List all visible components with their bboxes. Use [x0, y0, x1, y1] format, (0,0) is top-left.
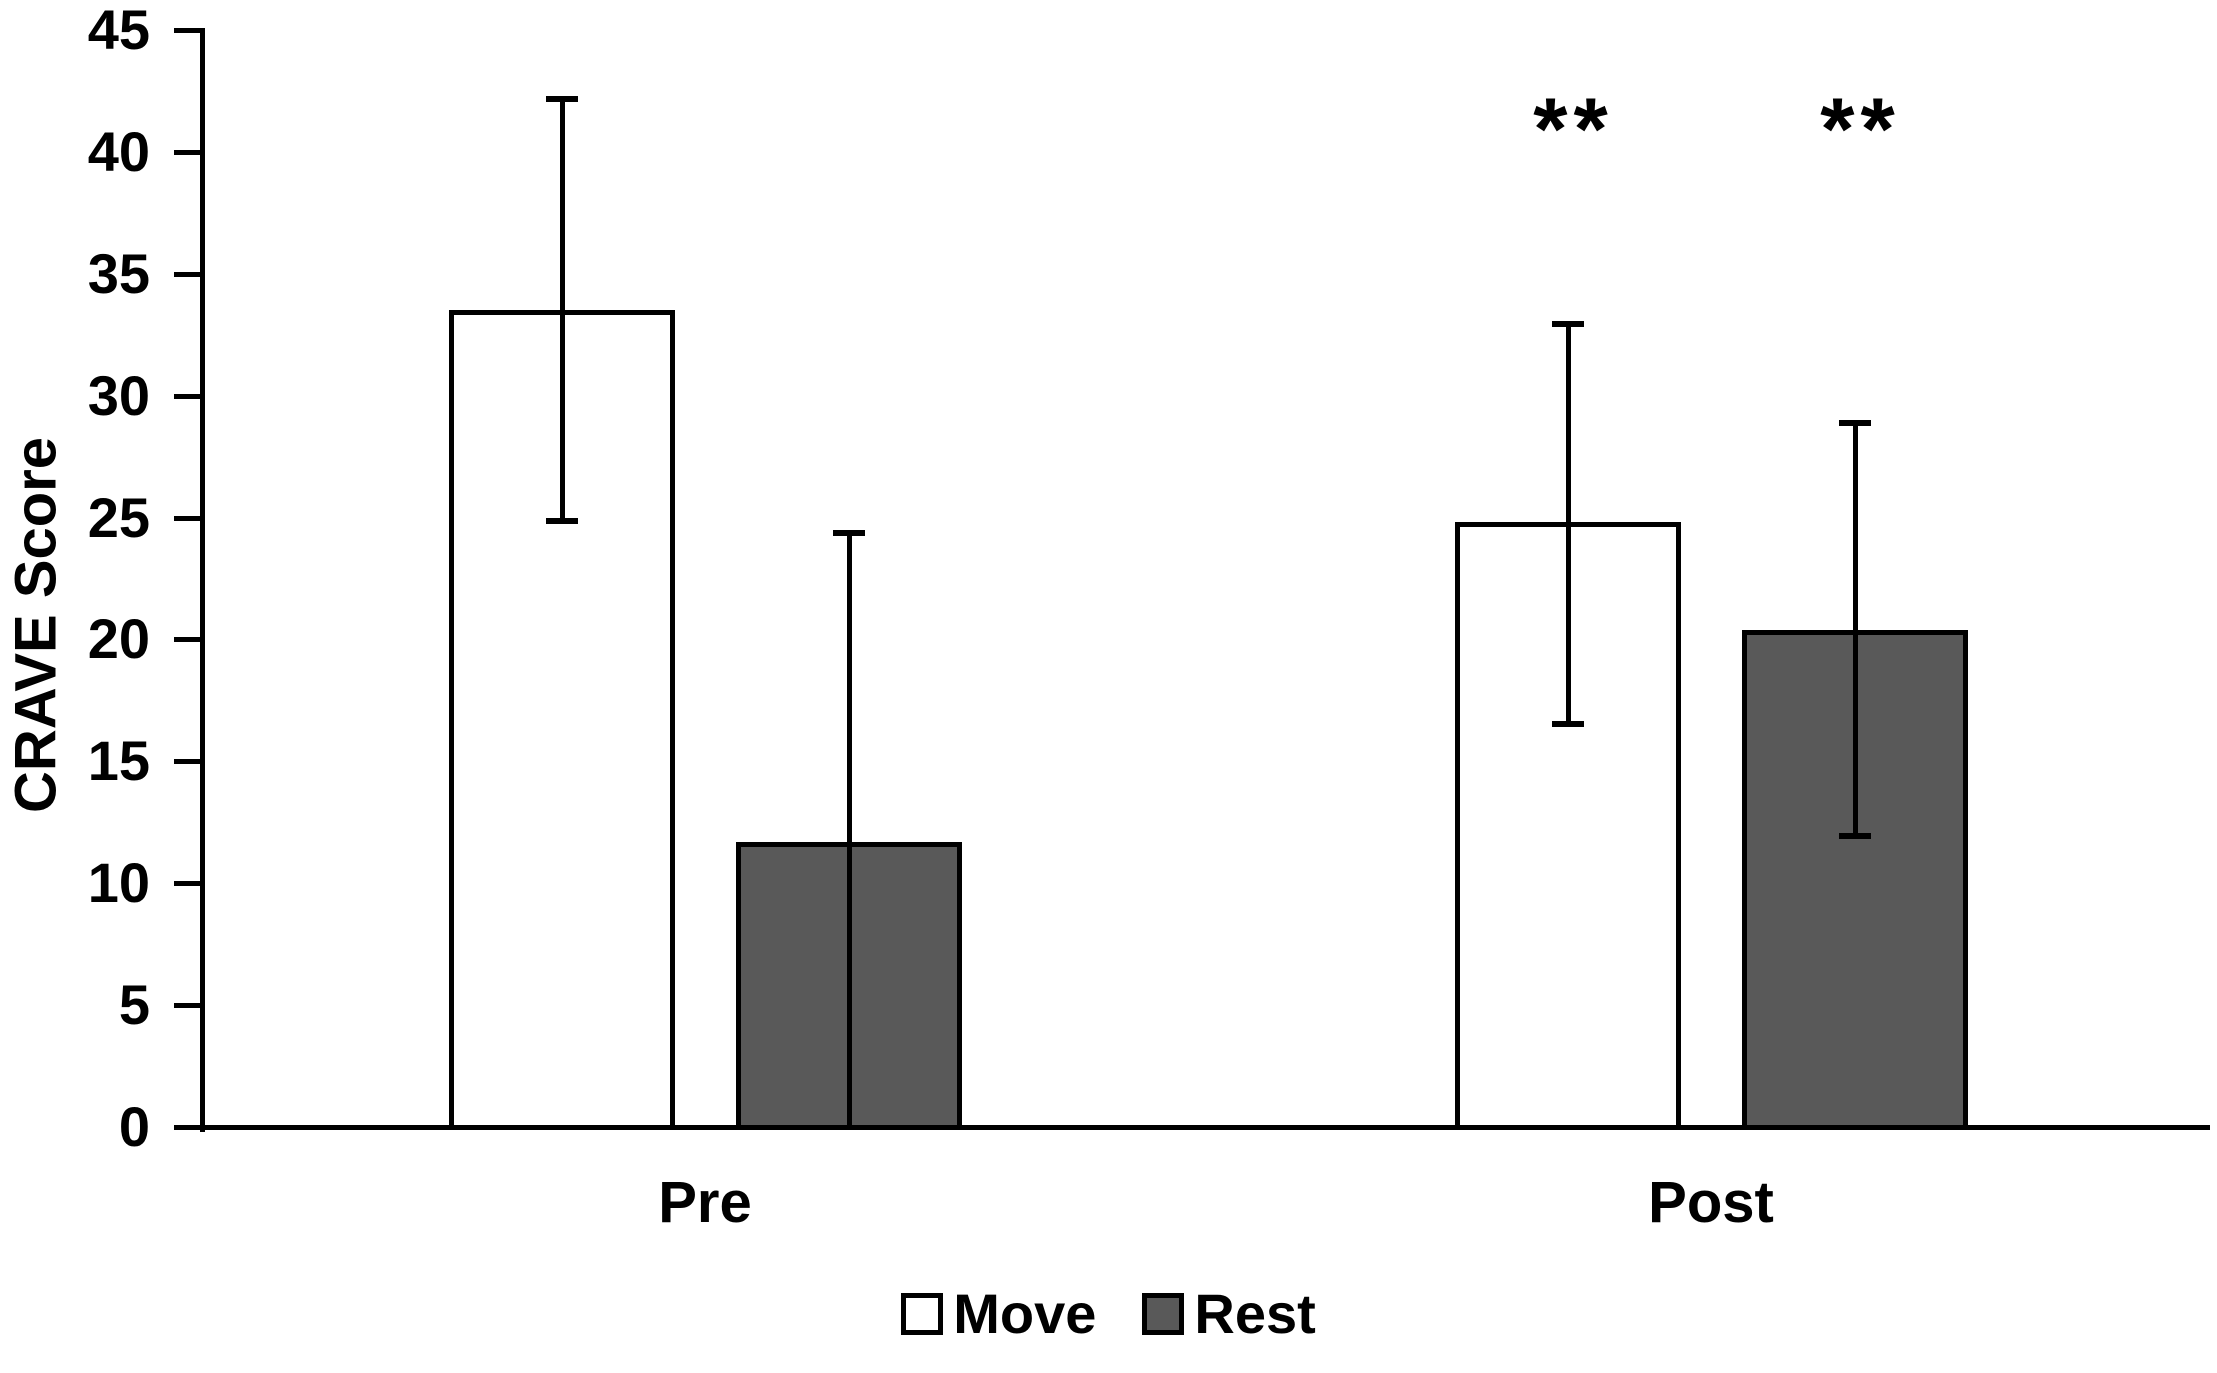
error-cap-top-pre-rest: [832, 530, 865, 537]
x-axis-line: [200, 1125, 2210, 1130]
error-cap-top-post-rest: [1838, 420, 1871, 427]
y-axis-line: [200, 28, 205, 1132]
y-tick-15: [174, 759, 200, 765]
y-tick-label-45: 45: [87, 0, 150, 61]
significance-stars-post-rest: **: [1820, 79, 1901, 178]
error-bar-pre-rest: [846, 532, 852, 1127]
x-category-label-post: Post: [1648, 1170, 1774, 1235]
error-cap-top-post-move: [1551, 320, 1584, 327]
y-tick-label-5: 5: [118, 973, 150, 1037]
y-tick-5: [174, 1003, 200, 1009]
error-bar-post-rest: [1852, 422, 1858, 837]
error-bar-pre-move: [559, 98, 565, 523]
legend-label-move: Move: [953, 1282, 1097, 1345]
y-tick-10: [174, 881, 200, 887]
y-tick-40: [174, 149, 200, 155]
legend-item-rest: Rest: [1142, 1282, 1316, 1345]
legend-item-move: Move: [901, 1286, 1096, 1342]
y-tick-20: [174, 637, 200, 643]
y-tick-35: [174, 271, 200, 277]
y-tick-25: [174, 515, 200, 521]
bar-post-rest: [1741, 629, 1968, 1130]
y-tick-45: [174, 28, 200, 33]
x-category-label-pre: Pre: [658, 1170, 752, 1235]
legend-swatch-rest: [1142, 1293, 1185, 1335]
y-tick-30: [174, 393, 200, 399]
legend-label-rest: Rest: [1194, 1282, 1316, 1345]
y-tick-0: [174, 1125, 200, 1130]
y-tick-label-20: 20: [87, 607, 150, 671]
error-bar-post-move: [1565, 322, 1571, 725]
error-cap-top-pre-move: [545, 96, 578, 103]
y-tick-label-10: 10: [87, 851, 150, 915]
significance-stars-post-move: **: [1533, 79, 1614, 178]
y-tick-label-25: 25: [87, 485, 150, 549]
error-cap-bottom-post-move: [1551, 720, 1584, 727]
y-tick-label-35: 35: [87, 241, 150, 305]
y-tick-label-0: 0: [118, 1095, 150, 1158]
legend: Move Rest: [0, 1286, 2217, 1342]
error-cap-bottom-pre-move: [545, 518, 578, 525]
error-cap-bottom-post-rest: [1838, 832, 1871, 839]
legend-swatch-move: [901, 1293, 944, 1335]
y-tick-label-30: 30: [87, 363, 150, 427]
y-tick-label-15: 15: [87, 729, 150, 793]
y-tick-label-40: 40: [87, 119, 150, 183]
